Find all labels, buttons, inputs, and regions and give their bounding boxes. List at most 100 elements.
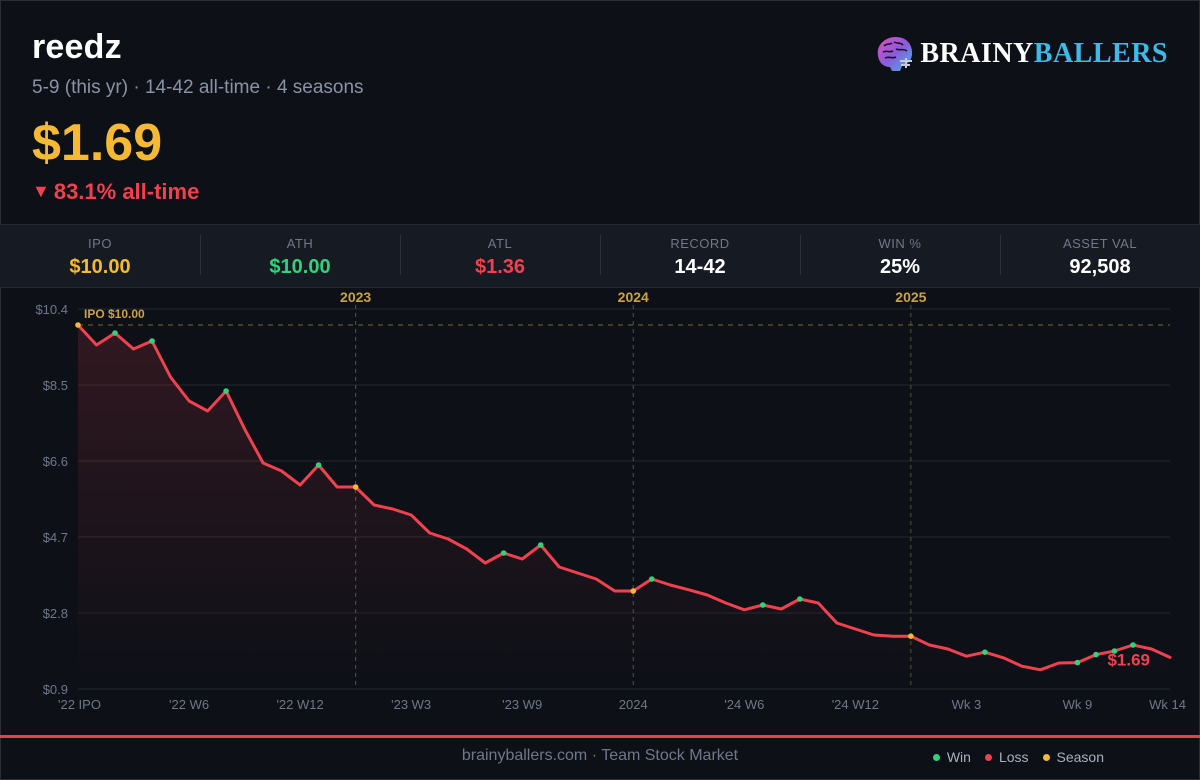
loss-point	[409, 513, 413, 517]
record-summary: 5-9 (this yr) · 14-42 all-time · 4 seaso…	[32, 77, 364, 98]
brand-wordmark: BRAINYBALLERS	[920, 38, 1168, 69]
loss-point	[872, 633, 876, 637]
stat-value: 25%	[879, 256, 921, 278]
loss-point	[187, 399, 191, 403]
header: reedz 5-9 (this yr) · 14-42 all-time · 4…	[32, 28, 364, 205]
win-point	[1130, 642, 1136, 648]
ipo-reference-label: IPO $10.00	[84, 307, 145, 321]
loss-point	[743, 608, 746, 611]
loss-point	[1057, 661, 1061, 665]
loss-point	[576, 571, 579, 575]
loss-point	[965, 655, 968, 658]
x-tick-label: Wk 14	[1149, 697, 1186, 712]
stat-value: 14-42	[674, 256, 726, 278]
loss-point	[946, 647, 950, 651]
loss-point	[243, 427, 246, 431]
season-label: 2024	[618, 289, 649, 305]
loss-point	[780, 607, 783, 611]
y-tick-label: $8.5	[43, 378, 68, 393]
loss-point	[835, 621, 839, 625]
loss-point	[372, 503, 376, 507]
stat-label: ATH	[286, 236, 314, 251]
stat-label: ASSET VAL	[1062, 236, 1138, 251]
stat-value: $10.00	[69, 256, 131, 278]
x-tick-label: '22 W6	[169, 697, 209, 712]
loss-point	[558, 565, 561, 569]
stats-bar: IPO $10.00 ATH $10.00 ATL $1.36 RECORD 1…	[0, 224, 1200, 288]
win-point	[537, 542, 544, 548]
y-tick-label: $2.8	[43, 606, 68, 621]
y-tick-label: $4.7	[43, 530, 68, 545]
loss-point	[1002, 656, 1005, 659]
loss-point	[446, 537, 450, 541]
stat-asset-val: ASSET VAL 92,508	[1000, 225, 1200, 287]
x-tick-label: Wk 9	[1063, 697, 1093, 712]
loss-point	[132, 347, 135, 351]
win-point	[648, 576, 655, 582]
win-point	[760, 602, 766, 608]
stat-label: RECORD	[670, 236, 730, 251]
x-tick-label: '24 W6	[724, 697, 764, 712]
stat-value: 92,508	[1069, 256, 1131, 278]
footer-credit: brainyballers.com · Team Stock Market	[461, 747, 739, 764]
win-point	[797, 596, 803, 602]
loss-point	[335, 485, 339, 489]
win-point	[315, 462, 322, 468]
win-point	[223, 388, 229, 394]
loss-point	[595, 577, 598, 581]
change-text: 83.1% all-time	[53, 179, 200, 204]
loss-point	[95, 343, 98, 347]
loss-dot-icon	[984, 753, 992, 761]
legend-item-season: Season	[1042, 749, 1104, 765]
end-price-label: $1.69	[1107, 650, 1150, 669]
season-point	[908, 633, 914, 639]
x-tick-label: '22 IPO	[58, 697, 101, 712]
loss-point	[465, 547, 468, 551]
bottom-accent-line	[0, 735, 1200, 738]
loss-point	[1150, 647, 1153, 651]
helmet-brain-icon	[878, 37, 913, 71]
win-point	[982, 649, 988, 655]
season-label: 2025	[895, 289, 926, 305]
y-tick-label: $6.6	[43, 454, 68, 469]
loss-point	[521, 557, 524, 561]
season-point	[352, 484, 359, 490]
x-tick-label: 2024	[619, 697, 648, 712]
loss-point	[928, 643, 931, 647]
x-tick-label: '23 W9	[502, 697, 542, 712]
loss-point	[613, 589, 616, 593]
price-line	[76, 323, 1172, 672]
loss-point	[669, 583, 672, 587]
current-price: $1.69	[32, 114, 163, 172]
brand-logo[interactable]: BRAINYBALLERS	[872, 34, 1168, 74]
y-tick-label: $0.9	[43, 682, 68, 697]
season-dot-icon	[1042, 753, 1050, 761]
legend-item-win: Win	[932, 749, 971, 765]
stat-label: WIN %	[878, 236, 922, 251]
season-point	[75, 322, 81, 328]
loss-point	[1039, 668, 1042, 671]
stat-value: $1.36	[474, 256, 526, 278]
legend-item-loss: Loss	[984, 749, 1029, 765]
chart-legend: Win Loss Season	[932, 749, 1104, 765]
y-tick-label: $10.4	[35, 302, 68, 317]
stat-win-pct: WIN % 25%	[800, 225, 1000, 287]
team-name: reedz	[32, 28, 122, 66]
win-point	[1074, 659, 1081, 666]
x-tick-label: '23 W3	[391, 697, 431, 712]
x-tick-label: '24 W12	[832, 697, 879, 712]
season-label: 2023	[340, 289, 371, 305]
win-point	[149, 338, 155, 344]
loss-point	[169, 375, 172, 379]
all-time-change: ▼ 83.1% all-time	[32, 179, 364, 205]
price-chart[interactable]: $10.4 $8.5 $6.6 $4.7 $2.8 $0.9 2023 2024 2025 IPO…	[0, 287, 1200, 727]
win-point	[1111, 648, 1118, 654]
stat-ipo: IPO $10.00	[0, 225, 200, 287]
loss-point	[1020, 665, 1024, 668]
x-tick-label: Wk 3	[952, 697, 982, 712]
loss-point	[206, 409, 209, 413]
loss-point	[298, 483, 302, 487]
win-point	[1093, 651, 1099, 658]
loss-point	[854, 627, 857, 631]
x-tick-label: '22 W12	[276, 697, 323, 712]
